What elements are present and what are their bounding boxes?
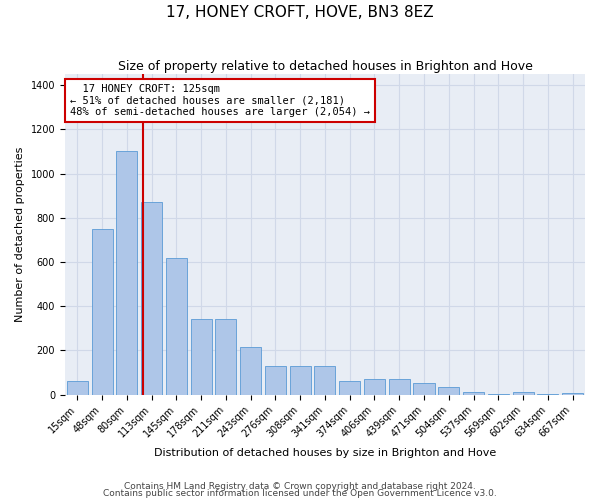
Bar [339, 382, 360, 394]
Bar [265, 366, 286, 394]
Bar [364, 379, 385, 394]
Bar [191, 320, 212, 394]
Bar [314, 366, 335, 394]
Bar [389, 379, 410, 394]
Bar [240, 347, 261, 395]
Bar [413, 384, 434, 394]
Bar [67, 382, 88, 394]
Bar [116, 152, 137, 394]
X-axis label: Distribution of detached houses by size in Brighton and Hove: Distribution of detached houses by size … [154, 448, 496, 458]
Bar [290, 366, 311, 394]
Bar [512, 392, 533, 394]
Bar [463, 392, 484, 394]
Title: Size of property relative to detached houses in Brighton and Hove: Size of property relative to detached ho… [118, 60, 532, 73]
Text: 17, HONEY CROFT, HOVE, BN3 8EZ: 17, HONEY CROFT, HOVE, BN3 8EZ [166, 5, 434, 20]
Text: 17 HONEY CROFT: 125sqm
← 51% of detached houses are smaller (2,181)
48% of semi-: 17 HONEY CROFT: 125sqm ← 51% of detached… [70, 84, 370, 117]
Bar [438, 387, 460, 394]
Bar [92, 229, 113, 394]
Text: Contains public sector information licensed under the Open Government Licence v3: Contains public sector information licen… [103, 489, 497, 498]
Bar [215, 320, 236, 394]
Bar [141, 202, 162, 394]
Y-axis label: Number of detached properties: Number of detached properties [15, 146, 25, 322]
Bar [166, 258, 187, 394]
Text: Contains HM Land Registry data © Crown copyright and database right 2024.: Contains HM Land Registry data © Crown c… [124, 482, 476, 491]
